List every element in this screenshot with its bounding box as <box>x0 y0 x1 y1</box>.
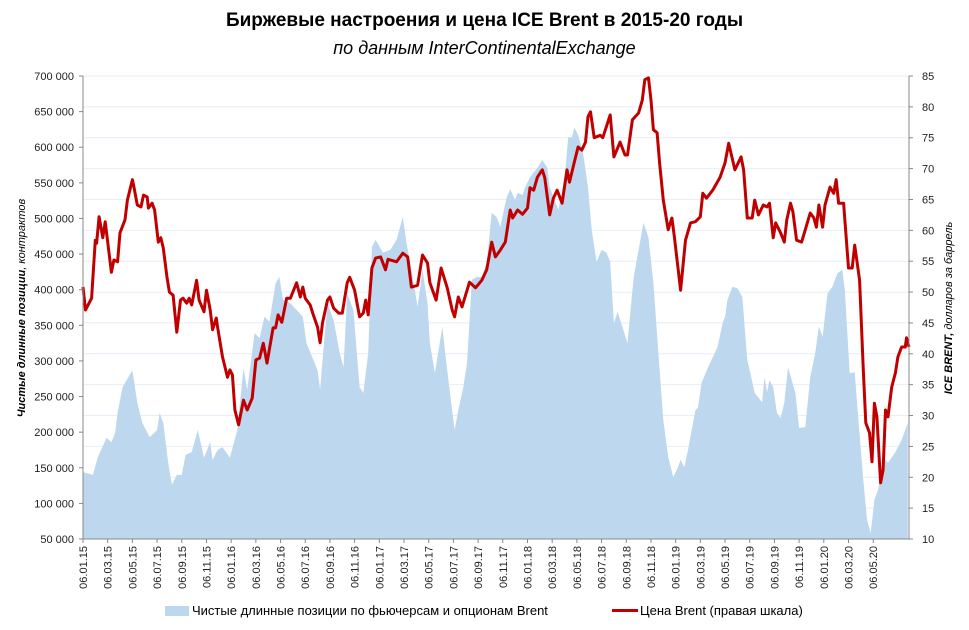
right-tick-label: 60 <box>922 225 934 237</box>
x-tick-label: 06.01.19 <box>671 546 683 589</box>
axes <box>79 75 913 543</box>
right-tick-label: 35 <box>922 380 934 392</box>
right-axis-title-bold: ICE BRENT, <box>943 333 955 395</box>
left-tick-label: 700 000 <box>34 71 74 83</box>
legend-swatch-line <box>612 609 638 612</box>
right-axis-title: ICE BRENT, долларов за баррель <box>943 222 955 395</box>
left-tick-label: 550 000 <box>34 178 74 190</box>
x-tick-label: 06.01.18 <box>522 546 534 589</box>
right-tick-label: 75 <box>922 133 934 145</box>
x-tick-label: 06.03.15 <box>103 546 115 589</box>
x-tick-label: 06.05.19 <box>720 546 732 589</box>
right-tick-label: 45 <box>922 318 934 330</box>
x-tick-label: 06.11.16 <box>350 546 362 588</box>
right-tick-label: 85 <box>922 71 934 83</box>
x-tick-label: 06.11.15 <box>201 546 213 588</box>
x-tick-label: 06.05.16 <box>276 546 288 589</box>
left-tick-label: 50 000 <box>40 534 74 546</box>
left-tick-label: 500 000 <box>34 213 74 225</box>
right-tick-label: 10 <box>922 534 934 546</box>
net-long-positions-area <box>83 127 908 540</box>
right-axis-title-rest: долларов за баррель <box>943 222 955 333</box>
tick-labels: 50 000 100 000 150 000 200 000 250 000 300 00… <box>34 71 934 589</box>
chart-subtitle: по данным InterContinentalExchange <box>333 38 636 58</box>
x-tick-label: 06.03.20 <box>844 546 856 589</box>
x-tick-label: 06.03.16 <box>251 546 263 589</box>
right-tick-label: 30 <box>922 411 934 423</box>
x-tick-label: 06.01.15 <box>78 546 90 589</box>
legend-swatch-area <box>165 605 189 616</box>
left-tick-label: 400 000 <box>34 285 74 297</box>
x-tick-label: 06.07.18 <box>597 546 609 589</box>
right-tick-label: 80 <box>922 102 934 114</box>
x-tick-label: 06.07.16 <box>300 546 312 589</box>
x-tick-label: 06.05.18 <box>572 546 584 589</box>
left-tick-label: 200 000 <box>34 427 74 439</box>
x-tick-label: 06.03.17 <box>399 546 411 589</box>
right-tick-label: 65 <box>922 194 934 206</box>
x-tick-label: 06.09.18 <box>621 546 633 589</box>
left-tick-label: 250 000 <box>34 392 74 404</box>
right-tick-label: 50 <box>922 287 934 299</box>
left-tick-label: 650 000 <box>34 107 74 119</box>
legend-item-net-positions: Чистые длинные позиции по фьючерсам и оп… <box>165 603 548 618</box>
x-tick-label: 06.11.19 <box>794 546 806 588</box>
x-tick-label: 06.11.18 <box>646 546 658 588</box>
right-tick-label: 20 <box>922 472 934 484</box>
right-tick-label: 40 <box>922 349 934 361</box>
x-tick-label: 06.07.15 <box>152 546 164 589</box>
right-tick-label: 15 <box>922 503 934 515</box>
x-tick-label: 06.05.15 <box>127 546 139 589</box>
left-tick-label: 350 000 <box>34 320 74 332</box>
left-axis-title-bold: Чистые длинные позиции <box>16 269 28 417</box>
left-tick-label: 100 000 <box>34 498 74 510</box>
legend-item-brent: Цена Brent (правая шкала) <box>612 603 803 618</box>
x-tick-label: 06.05.20 <box>868 546 880 589</box>
left-tick-label: 600 000 <box>34 142 74 154</box>
left-tick-label: 150 000 <box>34 463 74 475</box>
legend-label-net-positions: Чистые длинные позиции по фьючерсам и оп… <box>192 603 548 618</box>
left-axis-title: Чистые длинные позиции, контрактов <box>16 199 28 418</box>
legend-label-brent: Цена Brent (правая шкала) <box>640 603 803 618</box>
chart-title: Биржевые настроения и цена ICE Brent в 2… <box>225 10 744 31</box>
x-tick-label: 06.11.17 <box>498 546 510 588</box>
left-tick-label: 450 000 <box>34 249 74 261</box>
right-tick-label: 70 <box>922 164 934 176</box>
x-tick-label: 06.07.17 <box>448 546 460 589</box>
x-tick-label: 06.09.15 <box>177 546 189 589</box>
x-tick-label: 06.05.17 <box>424 546 436 589</box>
left-tick-label: 300 000 <box>34 356 74 368</box>
x-tick-label: 06.09.17 <box>473 546 485 589</box>
right-tick-label: 25 <box>922 441 934 453</box>
x-tick-label: 06.09.19 <box>769 546 781 589</box>
brent-price-line <box>81 76 911 485</box>
left-axis-title-rest: , контрактов <box>16 199 28 270</box>
x-tick-label: 06.07.19 <box>745 546 757 589</box>
right-tick-label: 55 <box>922 256 934 268</box>
x-tick-label: 06.09.16 <box>325 546 337 589</box>
x-tick-label: 06.03.19 <box>695 546 707 589</box>
x-tick-label: 06.01.17 <box>374 546 386 589</box>
x-tick-label: 06.01.20 <box>819 546 831 589</box>
x-tick-label: 06.01.16 <box>226 546 238 589</box>
x-tick-label: 06.03.18 <box>547 546 559 589</box>
